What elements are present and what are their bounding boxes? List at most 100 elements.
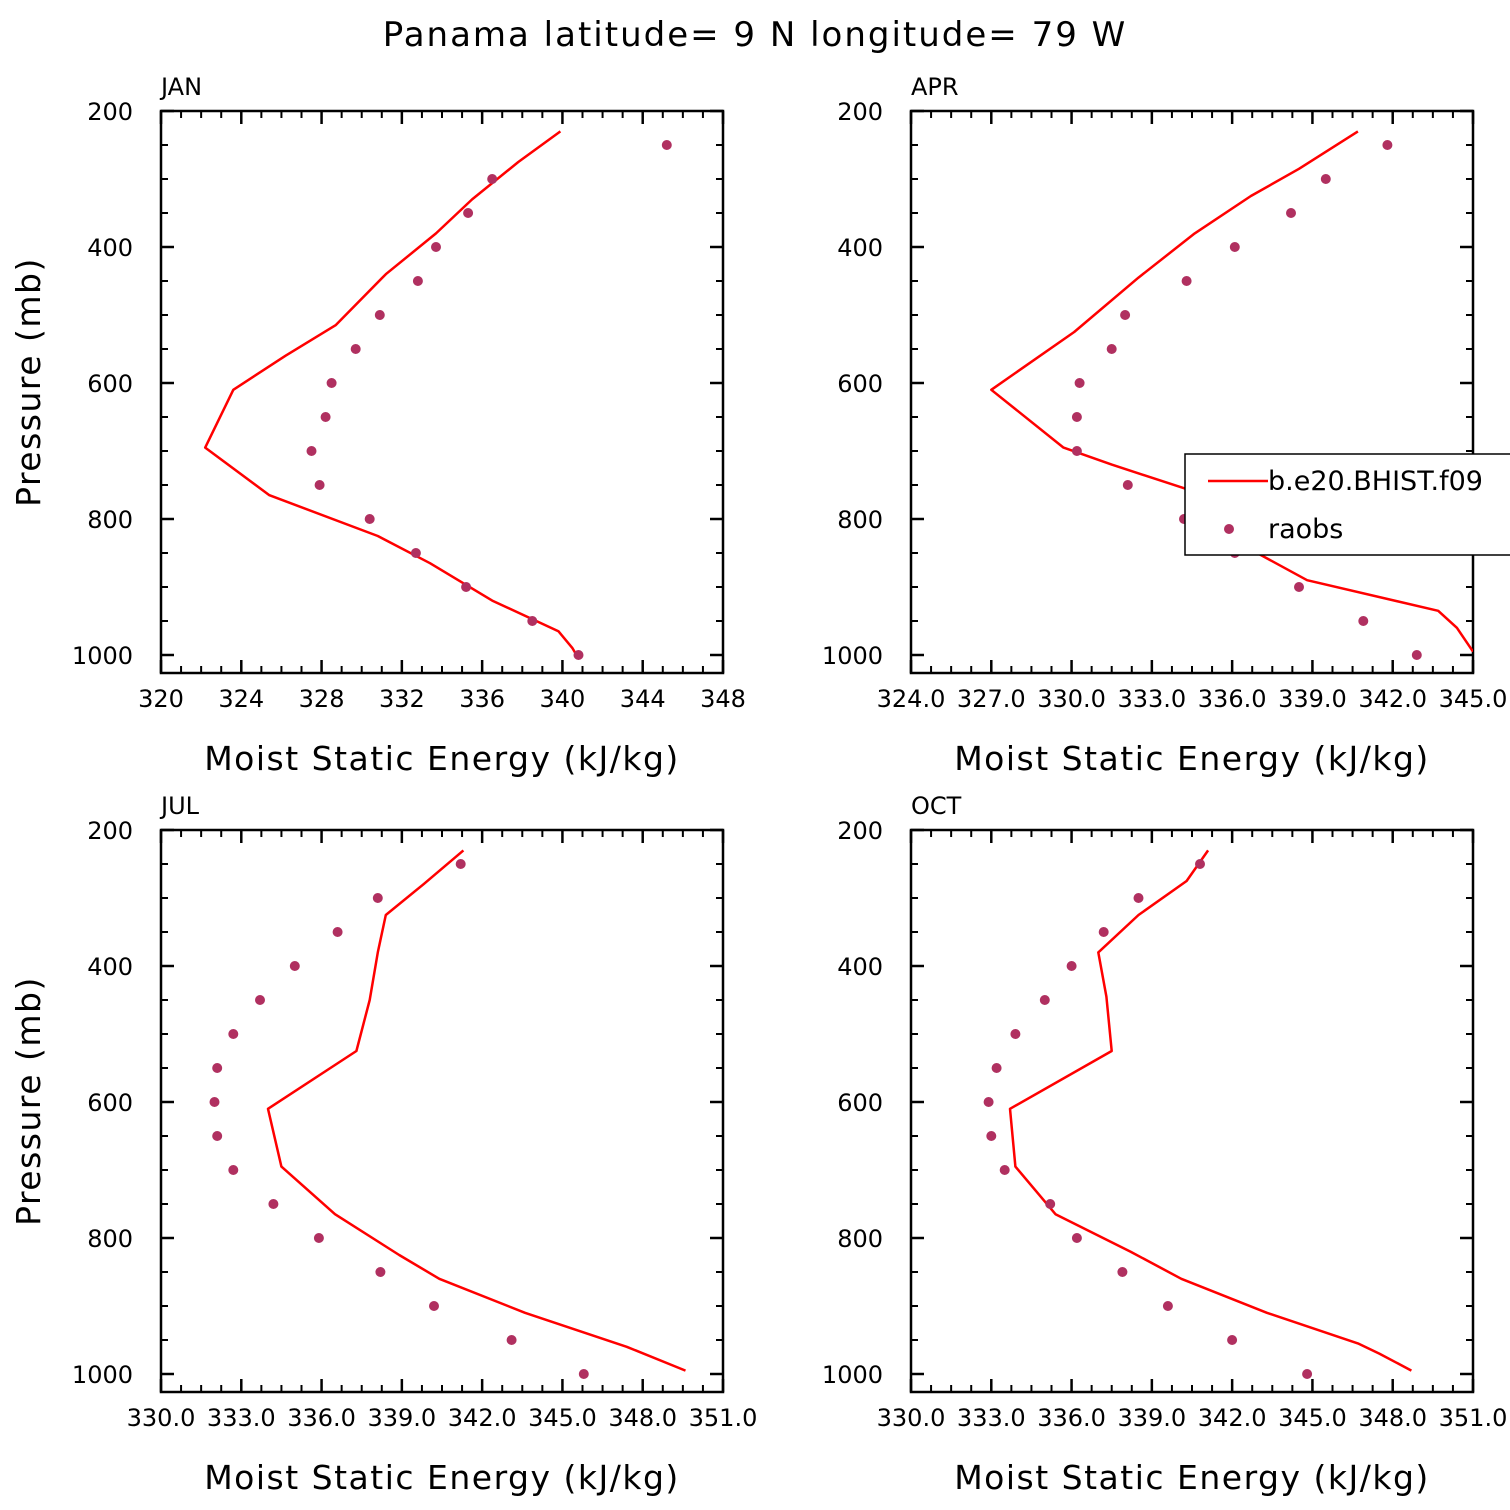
raobs-point bbox=[412, 276, 423, 286]
raobs-point bbox=[1382, 140, 1393, 150]
raobs-point bbox=[209, 1097, 220, 1107]
raobs-point bbox=[578, 1369, 589, 1379]
raobs-point bbox=[463, 208, 474, 218]
raobs-point bbox=[1039, 995, 1050, 1005]
raobs-point bbox=[332, 927, 343, 937]
raobs-point bbox=[1411, 650, 1422, 660]
panel-label: OCT bbox=[911, 792, 962, 820]
model-line bbox=[203, 130, 578, 656]
raobs-point bbox=[573, 650, 584, 660]
x-tick-label: 342.0 bbox=[448, 1404, 517, 1432]
legend-label: b.e20.BHIST.f09 bbox=[1268, 466, 1483, 497]
y-tick-label: 800 bbox=[837, 1225, 883, 1253]
series-layer bbox=[203, 130, 672, 660]
raobs-point bbox=[1181, 276, 1192, 286]
y-tick-label: 600 bbox=[837, 370, 883, 398]
raobs-point bbox=[1294, 582, 1304, 592]
y-axis-label: Pressure (mb) bbox=[9, 976, 48, 1226]
raobs-point bbox=[1286, 208, 1296, 218]
raobs-point bbox=[487, 174, 498, 184]
y-tick-label: 200 bbox=[87, 817, 133, 845]
raobs-point bbox=[374, 310, 385, 320]
plot-frame bbox=[159, 109, 725, 675]
y-tick-label: 600 bbox=[87, 1089, 133, 1117]
raobs-point bbox=[410, 548, 421, 558]
raobs-point bbox=[1117, 1267, 1128, 1277]
x-tick-label: 330.0 bbox=[1037, 685, 1106, 713]
panel-oct: 330.0 333.0 336.0 339.0 342.0 345.0 348.0 351.0… bbox=[822, 792, 1507, 1497]
y-tick-label: 600 bbox=[87, 370, 133, 398]
series-layer bbox=[983, 849, 1412, 1379]
series-layer bbox=[990, 130, 1473, 660]
raobs-point bbox=[986, 1131, 997, 1141]
raobs-point bbox=[1071, 446, 1082, 456]
x-tick-label: 336.0 bbox=[1198, 685, 1267, 713]
x-tick-label: 330.0 bbox=[877, 1404, 946, 1432]
raobs-point bbox=[350, 344, 361, 354]
raobs-point bbox=[1302, 1369, 1313, 1379]
y-tick-label: 800 bbox=[837, 506, 883, 534]
raobs-point bbox=[1045, 1199, 1056, 1209]
raobs-point bbox=[1227, 1335, 1238, 1345]
x-axis-label: Moist Static Energy (kJ/kg) bbox=[954, 1458, 1430, 1497]
raobs-point bbox=[228, 1165, 239, 1175]
raobs-point bbox=[506, 1335, 517, 1345]
x-tick-label: 345.0 bbox=[528, 1404, 597, 1432]
x-tick-label: 327.0 bbox=[957, 685, 1026, 713]
model-line bbox=[266, 849, 686, 1372]
raobs-point bbox=[999, 1165, 1010, 1175]
x-tick-label: 333.0 bbox=[957, 1404, 1026, 1432]
y-tick-label: 800 bbox=[87, 1225, 133, 1253]
x-tick-label: 342.0 bbox=[1358, 685, 1427, 713]
x-tick-label: 344 bbox=[620, 685, 666, 713]
raobs-point bbox=[429, 1301, 439, 1311]
x-tick-label: 336.0 bbox=[287, 1404, 356, 1432]
raobs-point bbox=[326, 378, 337, 388]
plot-frame bbox=[159, 828, 725, 1394]
model-line bbox=[990, 130, 1473, 653]
y-tick-label: 1000 bbox=[72, 642, 133, 670]
plot-frame bbox=[909, 828, 1475, 1394]
raobs-point bbox=[268, 1199, 279, 1209]
raobs-point bbox=[314, 480, 325, 490]
x-tick-label: 324.0 bbox=[877, 685, 946, 713]
y-tick-label: 600 bbox=[837, 1089, 883, 1117]
raobs-point bbox=[1071, 1233, 1082, 1243]
raobs-point bbox=[1010, 1029, 1021, 1039]
x-tick-label: 333.0 bbox=[207, 1404, 276, 1432]
raobs-point bbox=[1358, 616, 1369, 626]
raobs-point bbox=[991, 1063, 1002, 1073]
x-tick-label: 339.0 bbox=[1117, 1404, 1186, 1432]
x-tick-label: 340 bbox=[540, 685, 586, 713]
raobs-point bbox=[212, 1131, 223, 1141]
x-tick-label: 351.0 bbox=[689, 1404, 758, 1432]
model-line bbox=[1008, 849, 1412, 1372]
x-tick-label: 328 bbox=[299, 685, 345, 713]
x-tick-label: 339.0 bbox=[367, 1404, 436, 1432]
x-tick-label: 342.0 bbox=[1198, 1404, 1267, 1432]
raobs-point bbox=[1098, 927, 1109, 937]
series-layer bbox=[209, 849, 686, 1379]
x-tick-label: 339.0 bbox=[1278, 685, 1347, 713]
raobs-point bbox=[431, 242, 441, 252]
x-tick-label: 351.0 bbox=[1439, 1404, 1508, 1432]
raobs-point bbox=[1074, 378, 1085, 388]
x-axis-label: Moist Static Energy (kJ/kg) bbox=[954, 739, 1430, 778]
panel-label: JUL bbox=[159, 792, 200, 820]
y-tick-label: 400 bbox=[87, 234, 133, 262]
y-tick-label: 1000 bbox=[822, 1361, 883, 1389]
y-tick-label: 400 bbox=[837, 234, 883, 262]
x-tick-label: 345.0 bbox=[1439, 685, 1508, 713]
raobs-point bbox=[320, 412, 331, 422]
raobs-point bbox=[255, 995, 265, 1005]
x-tick-label: 324 bbox=[218, 685, 264, 713]
x-axis-label: Moist Static Energy (kJ/kg) bbox=[204, 1458, 680, 1497]
x-tick-label: 330.0 bbox=[127, 1404, 196, 1432]
x-tick-label: 348.0 bbox=[1358, 1404, 1427, 1432]
raobs-point bbox=[1195, 859, 1205, 869]
raobs-point bbox=[212, 1063, 223, 1073]
raobs-point bbox=[375, 1267, 386, 1277]
legend: b.e20.BHIST.f09 raobs bbox=[1184, 453, 1510, 556]
panels: 320 324 328 332 336 340 344 348 200 400 600 800 1000… bbox=[9, 73, 1507, 1497]
